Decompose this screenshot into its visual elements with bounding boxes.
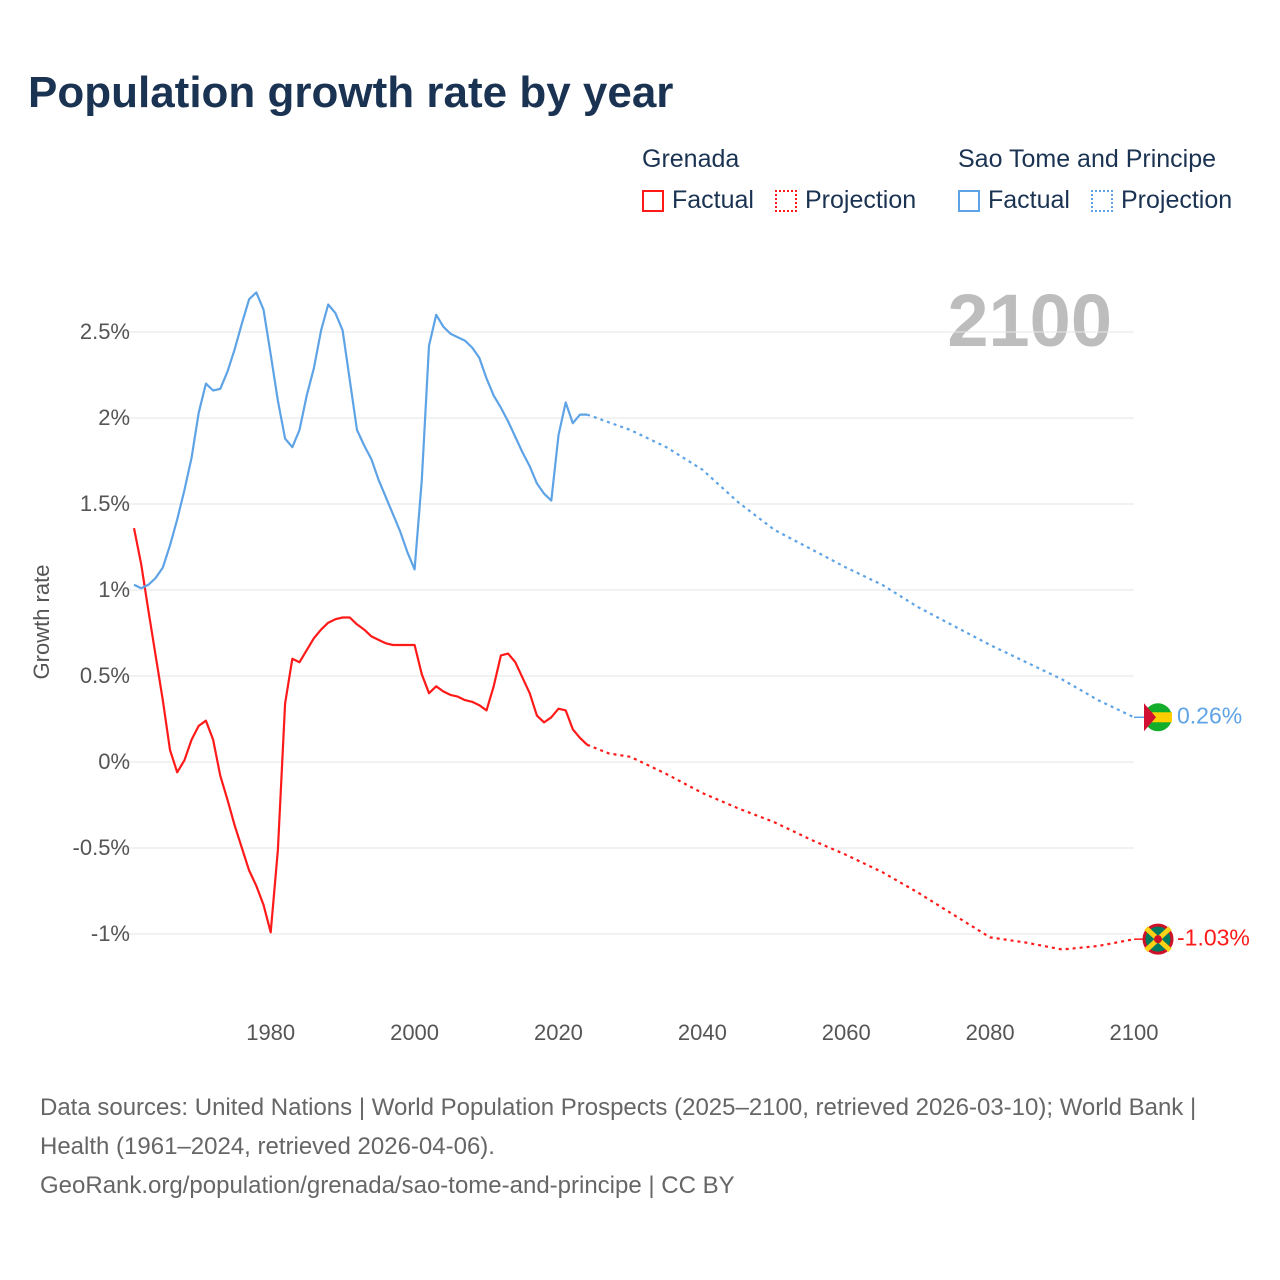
line-grenada-factual	[132, 527, 588, 934]
dotted-swatch-icon	[1091, 189, 1113, 212]
footer: Data sources: United Nations | World Pop…	[40, 1088, 1240, 1205]
legend-sao-tome-factual[interactable]: Factual	[958, 186, 1070, 215]
line-grenada-projection	[586, 743, 1135, 951]
dotted-swatch-icon	[775, 189, 797, 212]
y-tick-label: 1%	[98, 577, 130, 602]
x-tick-label: 2080	[965, 1020, 1015, 1045]
y-tick-label: 0.5%	[79, 663, 130, 688]
end-label-sao-tome: 0.26%	[1177, 702, 1243, 729]
x-tick-label: 2040	[677, 1020, 727, 1045]
legend-group-sao-tome: Sao Tome and Principe	[958, 145, 1217, 173]
solid-swatch-icon	[958, 189, 980, 212]
legend-label: Projection	[1121, 186, 1233, 214]
line-sao-tome-and-principe-projection	[586, 413, 1135, 719]
x-tick-label: 2000	[390, 1020, 440, 1045]
legend-label: Factual	[672, 186, 754, 214]
legend-group-grenada: Grenada	[642, 145, 740, 173]
y-tick-label: -0.5%	[72, 835, 130, 860]
data-sources: Data sources: United Nations | World Pop…	[40, 1094, 1197, 1160]
legend-label: Projection	[805, 186, 917, 214]
x-tick-label: 2060	[821, 1020, 871, 1045]
page-title: Population growth rate by year	[28, 68, 674, 117]
y-tick-label: 2.5%	[79, 319, 130, 344]
x-tick-label: 2100	[1109, 1020, 1159, 1045]
legend-label: Factual	[988, 186, 1070, 214]
end-label-grenada: -1.03%	[1177, 924, 1250, 951]
current-year-label: 2100	[947, 279, 1112, 362]
legend-grenada-projection[interactable]: Projection	[775, 186, 916, 215]
legend-sao-tome-projection[interactable]: Projection	[1091, 186, 1232, 215]
source-link[interactable]: GeoRank.org/population/grenada/sao-tome-…	[40, 1172, 735, 1199]
line-sao-tome-and-principe-factual	[133, 291, 588, 590]
sao-tome-flag-stripe	[1144, 712, 1172, 723]
sao-tome-flag-triangle	[1144, 703, 1156, 732]
solid-swatch-icon	[642, 189, 664, 212]
x-tick-label: 2020	[533, 1020, 583, 1045]
legend-grenada-factual[interactable]: Factual	[642, 186, 754, 215]
x-tick-label: 1980	[246, 1020, 296, 1045]
grenada-flag-center	[1154, 935, 1162, 944]
y-tick-label: 2%	[98, 405, 130, 430]
y-tick-label: 1.5%	[79, 491, 130, 516]
y-tick-label: 0%	[98, 749, 130, 774]
y-tick-label: -1%	[90, 921, 130, 946]
